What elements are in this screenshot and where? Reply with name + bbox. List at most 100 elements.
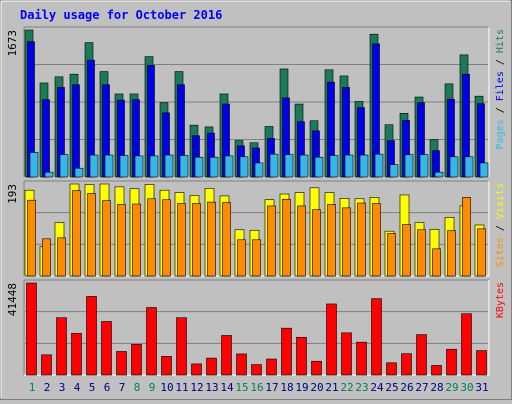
x-tick-label-day-23: 23 <box>355 381 368 394</box>
bar-kbytes-day-29 <box>446 348 457 376</box>
bar-kbytes-day-4 <box>71 332 82 376</box>
panel-legend: KBytes <box>495 282 506 318</box>
bar-sites-day-2 <box>42 238 51 277</box>
bar-kbytes-day-8 <box>131 344 142 376</box>
bar-files-day-2 <box>42 99 50 178</box>
bar-sites-day-25 <box>387 233 396 277</box>
bar-pages-day-3 <box>59 154 69 178</box>
panel-legend: Sites / Visits <box>495 183 506 267</box>
bar-sites-day-23 <box>357 202 366 277</box>
x-tick-label-day-7: 7 <box>119 381 126 394</box>
bar-pages-day-25 <box>389 164 399 178</box>
bar-sites-day-15 <box>237 239 246 277</box>
bar-kbytes-day-12 <box>191 363 202 376</box>
bar-kbytes-day-18 <box>281 327 292 376</box>
bar-kbytes-day-23 <box>356 341 367 376</box>
x-tick-label-day-29: 29 <box>445 381 458 394</box>
bar-kbytes-day-21 <box>326 303 337 376</box>
bar-pages-day-14 <box>224 155 234 178</box>
bar-kbytes-day-22 <box>341 332 352 376</box>
bar-pages-day-23 <box>359 154 369 178</box>
bar-kbytes-day-2 <box>41 354 52 376</box>
bar-sites-day-24 <box>372 203 381 277</box>
bar-pages-day-18 <box>284 154 294 178</box>
bar-kbytes-day-30 <box>461 313 472 376</box>
bar-pages-day-29 <box>449 156 459 178</box>
bar-sites-day-26 <box>402 224 411 277</box>
bar-pages-day-31 <box>479 162 489 178</box>
x-tick-label-day-4: 4 <box>74 381 81 394</box>
bar-kbytes-day-5 <box>86 296 97 376</box>
bar-sites-day-19 <box>297 205 306 277</box>
bar-pages-day-26 <box>404 154 414 178</box>
x-tick-label-day-20: 20 <box>310 381 323 394</box>
panel-legend: Pages / Files / Hits <box>495 29 506 149</box>
panel-hits-files-pages: 1673 Pages / Files / Hits <box>6 26 506 178</box>
bar-kbytes-day-14 <box>221 335 232 376</box>
bar-pages-day-9 <box>149 155 159 178</box>
bar-kbytes-day-24 <box>371 298 382 376</box>
bar-sites-day-9 <box>147 198 156 277</box>
bar-kbytes-day-16 <box>251 364 262 376</box>
bar-pages-day-8 <box>134 155 144 178</box>
x-tick-label-day-8: 8 <box>134 381 141 394</box>
x-tick-label-day-10: 10 <box>160 381 173 394</box>
bar-pages-day-6 <box>104 154 114 178</box>
bar-kbytes-day-28 <box>431 365 442 376</box>
bar-pages-day-24 <box>374 153 384 178</box>
bar-sites-day-27 <box>417 229 426 277</box>
x-tick-label-day-19: 19 <box>295 381 308 394</box>
bar-pages-day-10 <box>164 154 174 178</box>
bar-kbytes-day-27 <box>416 334 427 376</box>
x-tick-label-day-15: 15 <box>235 381 248 394</box>
x-tick-label-day-11: 11 <box>175 381 188 394</box>
bar-pages-day-2 <box>44 171 54 178</box>
bar-sites-day-6 <box>102 200 111 277</box>
bar-kbytes-day-17 <box>266 358 277 376</box>
bar-pages-day-4 <box>74 167 84 178</box>
panel-kbytes: 41448 KBytes <box>6 279 506 376</box>
bar-pages-day-20 <box>314 156 324 178</box>
bar-kbytes-day-1 <box>26 282 37 376</box>
bar-pages-day-13 <box>209 156 219 178</box>
bar-sites-day-18 <box>282 198 291 277</box>
x-tick-label-day-31: 31 <box>475 381 488 394</box>
x-tick-label-day-30: 30 <box>460 381 473 394</box>
x-tick-label-day-5: 5 <box>89 381 96 394</box>
bar-sites-day-28 <box>432 248 441 277</box>
bar-pages-day-19 <box>299 154 309 178</box>
bar-pages-day-16 <box>254 162 264 178</box>
bar-sites-day-8 <box>132 203 141 277</box>
x-tick-label-day-28: 28 <box>430 381 443 394</box>
panel-max-label: 1673 <box>6 30 19 57</box>
x-tick-label-day-22: 22 <box>340 381 353 394</box>
bar-sites-day-11 <box>177 203 186 277</box>
bar-pages-day-5 <box>89 154 99 178</box>
bar-sites-day-31 <box>477 228 486 277</box>
bar-sites-day-20 <box>312 209 321 277</box>
bar-pages-day-15 <box>239 156 249 178</box>
bar-kbytes-day-7 <box>116 351 127 376</box>
bar-sites-day-14 <box>222 202 231 277</box>
x-tick-label-day-16: 16 <box>250 381 263 394</box>
bar-kbytes-day-19 <box>296 336 307 376</box>
bar-kbytes-day-31 <box>476 350 487 376</box>
bar-sites-day-13 <box>207 201 216 277</box>
x-tick-label-day-17: 17 <box>265 381 278 394</box>
panel-max-label: 193 <box>6 184 19 204</box>
x-tick-label-day-18: 18 <box>280 381 293 394</box>
bar-pages-day-17 <box>269 153 279 178</box>
bar-sites-day-1 <box>27 199 36 277</box>
bar-kbytes-day-20 <box>311 360 322 376</box>
bar-kbytes-day-13 <box>206 357 217 376</box>
bar-sites-day-22 <box>342 207 351 277</box>
bar-sites-day-4 <box>72 190 81 277</box>
bar-sites-day-12 <box>192 203 201 277</box>
x-tick-label-day-14: 14 <box>220 381 234 394</box>
bar-kbytes-day-25 <box>386 362 397 376</box>
bar-kbytes-day-26 <box>401 353 412 376</box>
x-tick-label-day-1: 1 <box>29 381 36 394</box>
x-tick-label-day-3: 3 <box>59 381 66 394</box>
bar-pages-day-12 <box>194 156 204 178</box>
